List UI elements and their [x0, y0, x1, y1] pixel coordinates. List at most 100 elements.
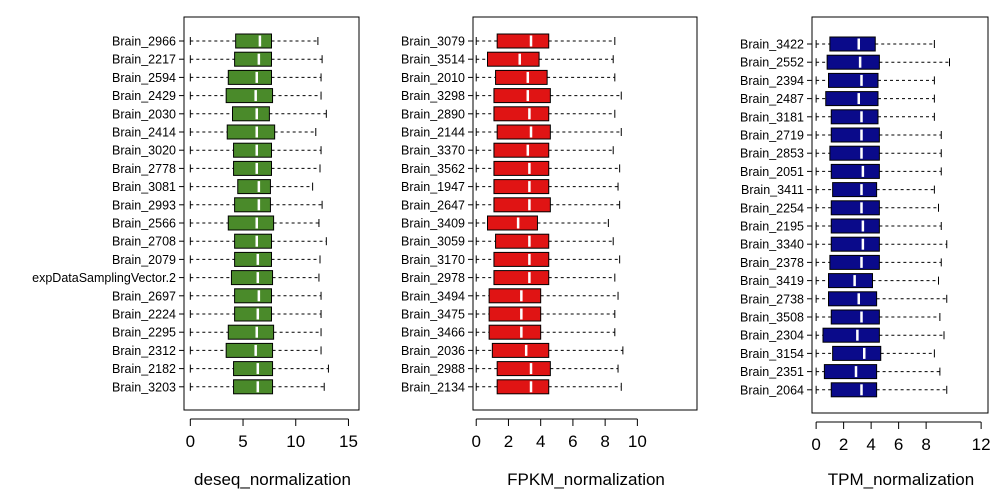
y-tick-label: Brain_2036: [401, 344, 465, 358]
box-row: Brain_2351: [740, 364, 941, 380]
box-iqr: [234, 233, 273, 249]
box-iqr: [493, 197, 551, 213]
box-row: Brain_3409: [401, 215, 609, 231]
box-iqr: [235, 33, 273, 49]
plot-frame: [472, 16, 698, 411]
y-tick-label: Brain_2594: [112, 71, 176, 85]
y-tick-label: Brain_2224: [112, 308, 176, 322]
box-row: Brain_2978: [401, 270, 616, 286]
box-iqr: [225, 88, 274, 104]
box-row: Brain_2708: [112, 233, 327, 249]
plot-frame: [811, 16, 989, 414]
box-row: Brain_3562: [401, 160, 621, 176]
y-tick-label: Brain_2993: [112, 198, 176, 212]
box-row: Brain_2890: [401, 106, 616, 122]
box-iqr: [233, 160, 272, 176]
box-iqr: [830, 163, 880, 179]
y-tick-label: Brain_3466: [401, 326, 465, 340]
box-iqr: [828, 72, 879, 88]
y-tick-label: Brain_2064: [740, 383, 804, 397]
box-iqr: [233, 379, 274, 395]
y-tick-label: Brain_2719: [740, 129, 804, 143]
box-row: Brain_2079: [112, 251, 321, 267]
box-iqr: [491, 342, 550, 358]
box-row: Brain_2217: [112, 51, 323, 67]
y-tick-label: Brain_3203: [112, 380, 176, 394]
y-tick-label: Brain_2853: [740, 147, 804, 161]
y-tick-label: Brain_2708: [112, 235, 176, 249]
y-tick-label: Brain_2647: [401, 198, 465, 212]
y-tick-label: Brain_2487: [740, 92, 804, 106]
box-iqr: [493, 160, 550, 176]
box-row: Brain_3203: [112, 379, 325, 395]
y-tick-label: Brain_2890: [401, 107, 465, 121]
box-iqr: [234, 51, 273, 67]
box-row: Brain_3419: [740, 273, 939, 289]
x-axis-title: deseq_normalization: [194, 470, 351, 489]
box-iqr: [496, 379, 550, 395]
y-tick-label: Brain_3419: [740, 274, 804, 288]
x-axis-title: TPM_normalization: [828, 470, 974, 489]
box-row: Brain_2394: [740, 72, 935, 88]
box-row: Brain_3494: [401, 288, 619, 304]
box-iqr: [488, 324, 542, 340]
box-row: Brain_2988: [401, 361, 619, 377]
box-row: Brain_2414: [112, 124, 317, 140]
box-iqr: [823, 364, 878, 380]
box-iqr: [832, 345, 882, 361]
box-iqr: [233, 142, 272, 158]
x-tick-label: 10: [628, 432, 647, 451]
y-tick-label: Brain_3170: [401, 253, 465, 267]
box-iqr: [830, 236, 880, 252]
x-tick-label: 2: [839, 435, 848, 454]
y-tick-label: Brain_2738: [740, 292, 804, 306]
x-axis-title: FPKM_normalization: [507, 470, 665, 489]
box-iqr: [496, 124, 551, 140]
box-row: Brain_2966: [112, 33, 319, 49]
box-iqr: [487, 51, 540, 67]
x-tick-label: 12: [972, 435, 991, 454]
box-row: Brain_2594: [112, 69, 322, 85]
y-tick-label: Brain_3020: [112, 144, 176, 158]
box-iqr: [227, 215, 275, 231]
y-tick-label: Brain_3508: [740, 311, 804, 325]
box-row: Brain_3154: [740, 345, 935, 361]
box-iqr: [830, 127, 880, 143]
box-row: Brain_2182: [112, 361, 329, 377]
x-tick-label: 0: [471, 432, 480, 451]
box-row: Brain_2378: [740, 254, 942, 270]
box-row: Brain_2738: [740, 291, 948, 307]
box-iqr: [234, 197, 271, 213]
box-row: Brain_3181: [740, 109, 935, 125]
box-iqr: [230, 270, 274, 286]
y-tick-label: Brain_2195: [740, 220, 804, 234]
box-iqr: [828, 291, 878, 307]
box-row: Brain_2195: [740, 218, 942, 234]
y-tick-label: Brain_2697: [112, 289, 176, 303]
y-tick-label: Brain_3411: [741, 183, 804, 197]
x-tick-label: 8: [600, 432, 609, 451]
y-tick-label: Brain_3340: [740, 238, 804, 252]
box-iqr: [830, 382, 878, 398]
y-tick-label: Brain_3514: [401, 53, 465, 67]
box-row: Brain_3466: [401, 324, 616, 340]
x-tick-label: 8: [921, 435, 930, 454]
x-tick-label: 15: [339, 432, 358, 451]
box-row: Brain_3298: [401, 88, 622, 104]
box-row: Brain_2064: [740, 382, 948, 398]
y-tick-label: Brain_3494: [401, 289, 465, 303]
y-tick-label: Brain_2552: [740, 56, 804, 70]
box-row: Brain_2487: [740, 91, 935, 107]
box-iqr: [488, 288, 542, 304]
y-tick-label: Brain_2312: [112, 344, 176, 358]
y-tick-label: Brain_2394: [740, 74, 804, 88]
box-iqr: [227, 69, 273, 85]
box-iqr: [493, 142, 550, 158]
box-row: Brain_2312: [112, 342, 322, 358]
box-iqr: [496, 361, 551, 377]
y-tick-label: Brain_3079: [401, 35, 465, 49]
x-tick-label: 2: [504, 432, 513, 451]
box-row: Brain_2993: [112, 197, 323, 213]
box-row: Brain_3079: [401, 33, 616, 49]
y-tick-label: expDataSamplingVector.2: [32, 271, 176, 285]
